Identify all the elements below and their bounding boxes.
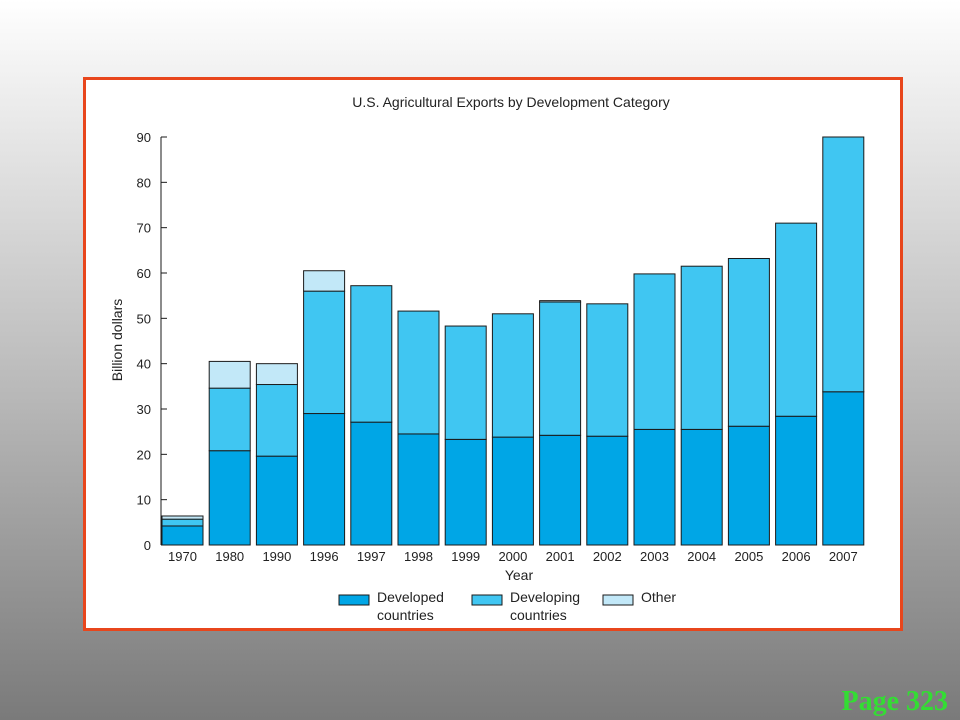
bar-segment-1980-developing [208,387,251,452]
bar-segment-1970-developed [161,525,204,546]
bar-segment-1998-developed [397,433,440,546]
x-tick-label: 2004 [687,549,716,564]
bar-segment-2004-developing [680,265,723,430]
bar-segment-2006-developing [775,222,818,417]
x-axis-label: Year [505,567,534,583]
y-tick-label: 0 [144,538,151,553]
x-tick-label: 2007 [829,549,858,564]
bar-segment-2006-developed [775,415,818,546]
legend-label: countries [377,607,434,623]
x-tick-label: 1999 [451,549,480,564]
legend-label: Developing [510,589,580,605]
bars [161,136,865,546]
bar-segment-2002-developed [586,435,629,546]
y-tick-label: 50 [137,311,151,326]
bar-segment-2005-developed [727,425,770,546]
bar-segment-2000-developing [491,313,534,438]
bar-segment-2005-developing [727,257,770,427]
axes: 0 10 20 30 40 50 60 70 80 90 [137,130,167,553]
y-tick-label: 10 [137,493,151,508]
bar-segment-1970-other [161,515,204,520]
x-tick-label: 1996 [310,549,339,564]
chart-title: U.S. Agricultural Exports by Development… [352,94,669,110]
legend-label: countries [510,607,567,623]
legend-label: Other [641,589,676,605]
bar-segment-2001-developed [539,434,582,546]
bar-segment-1980-developed [208,450,251,546]
y-tick-label: 20 [137,447,151,462]
x-tick-label: 1998 [404,549,433,564]
bar-segment-1980-other [208,360,251,389]
x-tick-label: 2003 [640,549,669,564]
bar-segment-1996-developed [303,413,346,546]
page-number-label: Page 323 [841,686,948,717]
x-tick-label: 2005 [734,549,763,564]
bar-segment-1990-developing [255,384,298,457]
bar-segment-1997-developing [350,285,393,423]
bar-segment-1999-developing [444,325,487,440]
bar-segment-1997-developed [350,421,393,546]
x-tick-label: 1980 [215,549,244,564]
bar-segment-1998-developing [397,310,440,435]
legend: Developed countries Developing countries Oth… [338,589,676,623]
x-tick-label: 2000 [498,549,527,564]
bar-segment-2002-developing [586,303,629,437]
bar-chart: U.S. Agricultural Exports by Development… [109,94,865,623]
bar-segment-1990-other [255,363,298,386]
y-tick-label: 40 [137,357,151,372]
y-tick-label: 90 [137,130,151,145]
x-tick-labels: 1970 1980 1990 1996 1997 1998 1999 2000 2001 2002… [168,549,858,564]
bar-segment-2003-developing [633,273,676,430]
bar-segment-1999-developed [444,438,487,546]
x-tick-label: 2002 [593,549,622,564]
x-tick-label: 1970 [168,549,197,564]
legend-swatch-developed [338,594,370,606]
bar-segment-2000-developed [491,436,534,546]
x-tick-label: 2001 [546,549,575,564]
x-tick-label: 1990 [262,549,291,564]
x-tick-label: 1997 [357,549,386,564]
bar-segment-1996-other [303,270,346,292]
y-axis-label: Billion dollars [109,299,125,381]
bar-segment-2001-developing [539,301,582,436]
chart-frame: U.S. Agricultural Exports by Development… [83,77,903,631]
legend-swatch-other [602,594,634,606]
legend-swatch-developing [471,594,503,606]
bar-segment-2001-other [539,300,582,303]
bar-segment-2004-developed [680,428,723,546]
y-tick-label: 30 [137,402,151,417]
bar-segment-1990-developed [255,455,298,546]
y-tick-label: 60 [137,266,151,281]
bar-segment-2007-developed [822,391,865,546]
bar-segment-2003-developed [633,428,676,546]
bar-segment-1970-developing [161,518,204,527]
y-tick-label: 80 [137,175,151,190]
x-tick-label: 2006 [782,549,811,564]
y-tick-label: 70 [137,221,151,236]
legend-label: Developed [377,589,444,605]
bar-segment-2007-developing [822,136,865,393]
bar-segment-1996-developing [303,290,346,415]
